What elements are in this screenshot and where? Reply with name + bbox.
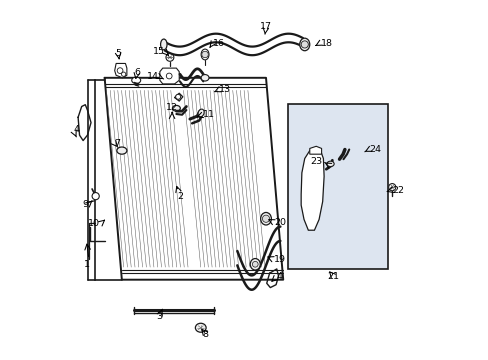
Text: 9: 9: [82, 200, 88, 209]
Ellipse shape: [131, 77, 141, 84]
Circle shape: [252, 261, 258, 267]
Text: 24: 24: [368, 145, 381, 154]
Ellipse shape: [250, 258, 260, 270]
Circle shape: [121, 72, 125, 76]
Polygon shape: [115, 63, 126, 78]
Ellipse shape: [117, 147, 126, 154]
Ellipse shape: [388, 184, 395, 191]
Bar: [287, 104, 387, 269]
Text: 16: 16: [212, 39, 224, 48]
Ellipse shape: [172, 105, 180, 111]
Circle shape: [117, 68, 122, 73]
Ellipse shape: [195, 323, 206, 332]
Circle shape: [301, 41, 308, 48]
Text: 13: 13: [219, 85, 231, 94]
Text: 2: 2: [177, 192, 183, 201]
Circle shape: [262, 215, 269, 222]
Text: 11: 11: [203, 110, 215, 119]
Text: 17: 17: [260, 22, 271, 31]
Text: 15: 15: [153, 47, 164, 56]
Circle shape: [175, 94, 180, 99]
Polygon shape: [309, 146, 321, 154]
Text: 7: 7: [115, 139, 121, 148]
Text: 19: 19: [273, 255, 285, 264]
Ellipse shape: [198, 109, 203, 117]
Circle shape: [202, 51, 208, 58]
Text: 23: 23: [310, 157, 322, 166]
Text: 20: 20: [273, 218, 285, 227]
Circle shape: [166, 73, 172, 79]
Circle shape: [92, 193, 99, 200]
Ellipse shape: [201, 49, 208, 60]
Text: 8: 8: [203, 330, 208, 339]
Text: 10: 10: [88, 219, 100, 228]
Text: 6: 6: [134, 68, 140, 77]
Ellipse shape: [260, 212, 271, 225]
Text: 12: 12: [166, 103, 178, 112]
Text: 4: 4: [73, 125, 79, 134]
Text: 1: 1: [83, 260, 89, 269]
Text: 21: 21: [327, 271, 339, 280]
Text: 22: 22: [391, 185, 404, 194]
Text: 14: 14: [147, 72, 159, 81]
Ellipse shape: [299, 38, 309, 51]
Text: 4: 4: [276, 272, 282, 281]
Ellipse shape: [165, 53, 174, 61]
Polygon shape: [160, 68, 179, 84]
Text: 18: 18: [320, 39, 332, 48]
Ellipse shape: [201, 75, 208, 81]
Polygon shape: [301, 148, 324, 230]
Text: 5: 5: [115, 49, 121, 58]
Ellipse shape: [160, 39, 167, 50]
Text: 3: 3: [156, 312, 162, 321]
Ellipse shape: [326, 161, 333, 167]
